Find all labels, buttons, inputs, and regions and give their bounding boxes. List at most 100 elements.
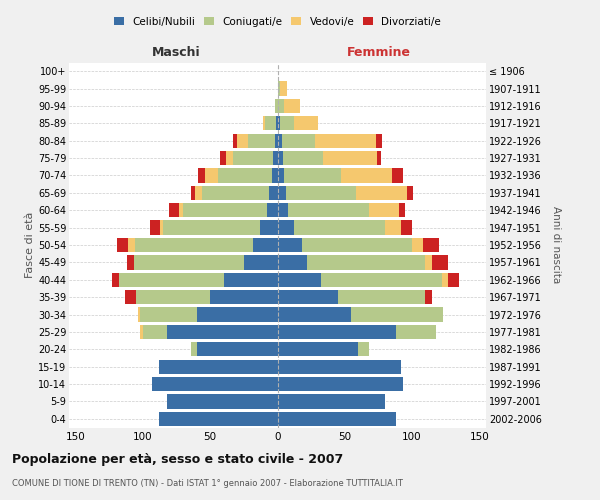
Bar [412,238,423,252]
Bar [277,325,396,339]
Bar [423,238,439,252]
Bar [210,290,277,304]
Bar [128,238,135,252]
Bar [277,186,286,200]
Bar [401,220,412,234]
Bar [323,151,377,165]
Bar [369,203,398,218]
Bar [398,203,405,218]
Bar [272,168,277,182]
Bar [307,256,425,270]
Bar [196,186,202,200]
Bar [263,116,265,130]
Bar [277,116,280,130]
Text: Femmine: Femmine [346,46,410,59]
Bar [358,342,369,356]
Bar [277,412,396,426]
Bar [267,203,277,218]
Text: COMUNE DI TIONE DI TRENTO (TN) - Dati ISTAT 1° gennaio 2007 - Elaborazione TUTTI: COMUNE DI TIONE DI TRENTO (TN) - Dati IS… [12,479,403,488]
Bar [218,168,272,182]
Bar [253,238,277,252]
Bar [284,168,341,182]
Bar [277,360,401,374]
Bar [169,203,179,218]
Bar [277,220,293,234]
Bar [112,272,119,287]
Bar [277,308,352,322]
Bar [277,151,283,165]
Bar [220,151,226,165]
Bar [152,377,277,391]
Bar [140,308,197,322]
Bar [293,116,318,130]
Bar [136,290,210,304]
Bar [425,290,432,304]
Bar [407,186,413,200]
Bar [233,134,237,148]
Bar [143,325,167,339]
Bar [197,308,277,322]
Bar [338,290,425,304]
Bar [277,82,280,96]
Y-axis label: Anni di nascita: Anni di nascita [551,206,561,284]
Bar [160,220,163,234]
Bar [277,203,288,218]
Legend: Celibi/Nubili, Coniugati/e, Vedovi/e, Divorziati/e: Celibi/Nubili, Coniugati/e, Vedovi/e, Di… [114,16,441,26]
Bar [277,272,320,287]
Bar [293,220,385,234]
Bar [281,134,315,148]
Bar [277,99,284,113]
Bar [274,151,277,165]
Bar [377,151,381,165]
Bar [191,342,197,356]
Bar [280,82,287,96]
Bar [277,342,358,356]
Bar [275,99,277,113]
Bar [277,394,385,408]
Bar [288,203,369,218]
Bar [265,116,276,130]
Bar [248,134,275,148]
Bar [284,99,301,113]
Bar [205,168,218,182]
Bar [134,256,244,270]
Bar [392,168,403,182]
Bar [277,377,403,391]
Bar [277,168,284,182]
Bar [425,256,432,270]
Bar [376,134,382,148]
Bar [140,325,143,339]
Bar [277,238,302,252]
Bar [385,220,401,234]
Bar [137,308,140,322]
Bar [244,256,277,270]
Bar [119,272,224,287]
Bar [167,325,277,339]
Bar [269,186,277,200]
Text: Popolazione per età, sesso e stato civile - 2007: Popolazione per età, sesso e stato civil… [12,452,343,466]
Bar [198,168,205,182]
Bar [197,342,277,356]
Bar [150,220,160,234]
Bar [237,134,248,148]
Bar [276,116,277,130]
Bar [277,256,307,270]
Bar [184,203,267,218]
Bar [302,238,412,252]
Bar [432,256,448,270]
Bar [356,186,407,200]
Bar [135,238,253,252]
Bar [280,116,293,130]
Bar [159,412,277,426]
Bar [277,290,338,304]
Bar [442,272,448,287]
Bar [286,186,356,200]
Bar [163,220,260,234]
Bar [118,238,128,252]
Bar [320,272,442,287]
Bar [396,325,436,339]
Bar [226,151,233,165]
Bar [159,360,277,374]
Bar [275,134,277,148]
Bar [202,186,269,200]
